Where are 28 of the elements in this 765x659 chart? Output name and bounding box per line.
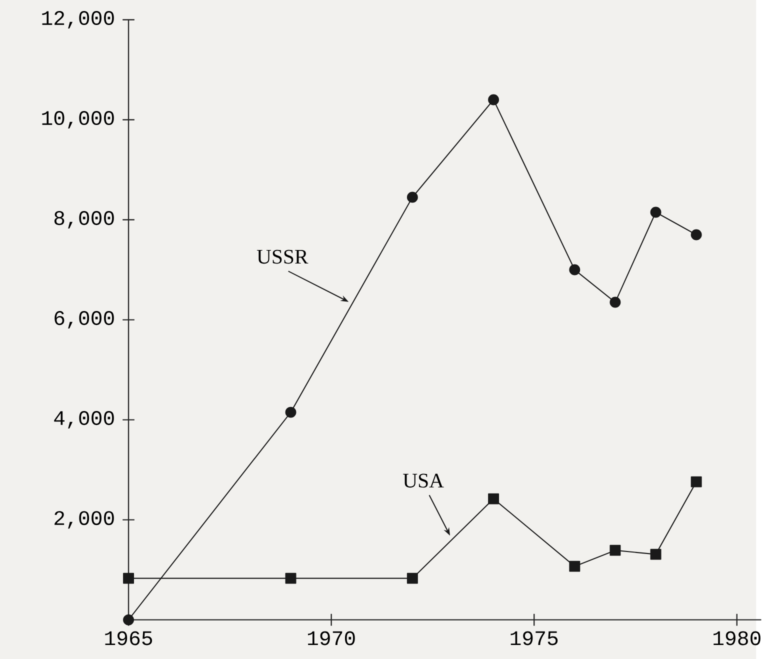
point xyxy=(406,192,418,203)
y-tick-label: 8,000 xyxy=(54,210,114,228)
point xyxy=(610,296,621,308)
y-tick-label: 12,000 xyxy=(42,10,114,28)
point xyxy=(488,493,500,504)
x-tick-label: 1965 xyxy=(105,631,152,646)
y-tick-label: 4,000 xyxy=(54,410,114,428)
point xyxy=(123,572,134,584)
point xyxy=(690,229,702,240)
y-tick-label: 6,000 xyxy=(54,310,114,328)
y-tick-label: 2,000 xyxy=(54,510,114,528)
x-tick-label: 1975 xyxy=(510,631,558,646)
x-tick-label: 1980 xyxy=(714,631,760,646)
point xyxy=(406,572,418,584)
point xyxy=(488,94,500,106)
y-tick-label: 10,000 xyxy=(42,110,114,128)
text: USSR xyxy=(256,250,308,264)
x-tick-label: 1970 xyxy=(308,631,355,646)
text: USA xyxy=(403,474,444,488)
point xyxy=(569,264,580,276)
point xyxy=(610,544,621,556)
point xyxy=(285,572,296,584)
point xyxy=(650,206,662,218)
point xyxy=(569,560,580,572)
point xyxy=(690,476,702,488)
point xyxy=(650,548,662,560)
point xyxy=(123,614,134,626)
point xyxy=(285,406,296,418)
